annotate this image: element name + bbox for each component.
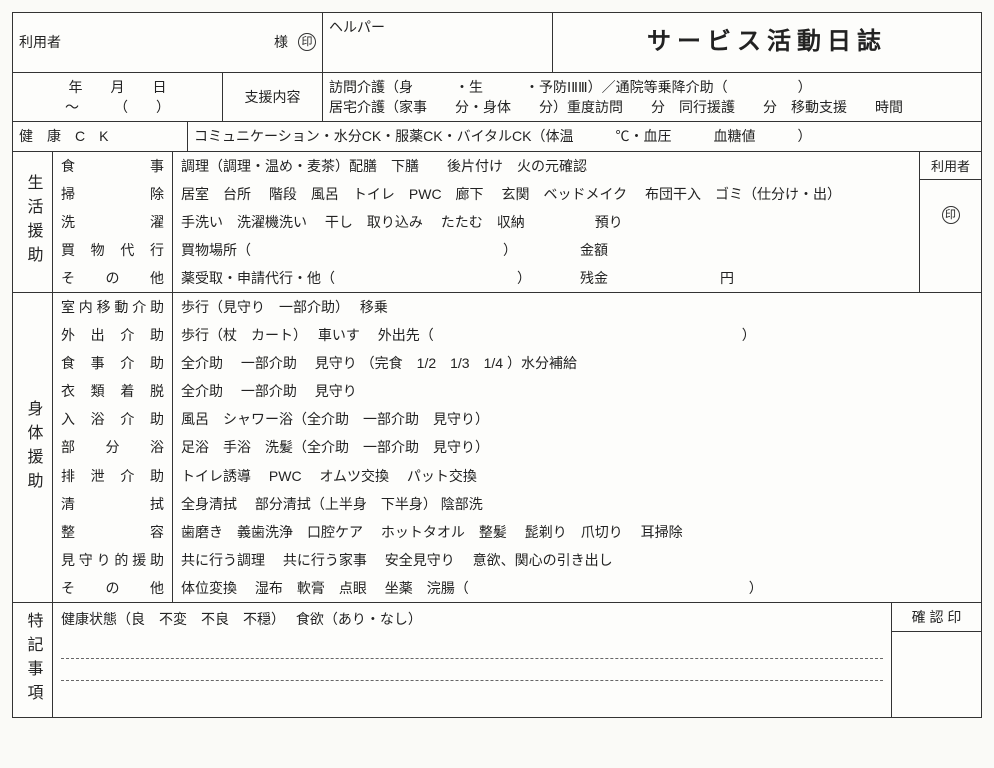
body-row-category: 衣 類 着 脱 [53, 377, 173, 405]
notes-line1: 健康状態（良 不変 不良 不穏） 食欲（あり・なし） [61, 609, 883, 629]
body-row-detail: 足浴 手浴 洗髪（全介助 一部介助 見守り） [173, 433, 981, 461]
support-label-cell: 支援内容 [223, 73, 323, 123]
life-row: 掃 除居室 台所 階段 風呂 トイレ PWC 廊下 玄関 ベッドメイク 布団干入… [53, 180, 919, 208]
notes-blank-line-1 [61, 637, 883, 659]
body-block: 身体援助 室内移動介助歩行（見守り 一部介助） 移乗外 出 介 助歩行（杖 カー… [13, 293, 981, 603]
support-line2: 居宅介護（家事 分・身体 分）重度訪問 分 同行援護 分 移動支援 時間 [329, 97, 975, 117]
confirm-box: 確 認 印 [891, 603, 981, 717]
notes-body: 健康状態（良 不変 不良 不穏） 食欲（あり・なし） [53, 603, 891, 717]
body-row-detail: 全介助 一部介助 見守り （完食 1/2 1/3 1/4 ）水分補給 [173, 349, 981, 377]
life-row: 洗 濯手洗い 洗濯機洗い 干し 取り込み たたむ 収納 預り [53, 208, 919, 236]
date-sub: ～ （ ） [19, 97, 216, 117]
health-label-cell: 健 康 C K [13, 122, 188, 151]
body-row-category: そ の 他 [53, 574, 173, 602]
user-stamp-icon: 印 [298, 33, 316, 51]
body-row: 清 拭全身清拭 部分清拭（上半身 下半身） 陰部洗 [53, 490, 981, 518]
body-row: 排 泄 介 助トイレ誘導 PWC オムツ交換 パット交換 [53, 462, 981, 490]
body-row-detail: 全身清拭 部分清拭（上半身 下半身） 陰部洗 [173, 490, 981, 518]
body-row: 衣 類 着 脱全介助 一部介助 見守り [53, 377, 981, 405]
support-line1: 訪問介護（身 ・生 ・予防ⅠⅡⅢ）／通院等乗降介助（ ） [329, 77, 975, 97]
helper-label: ヘルパー [329, 19, 385, 35]
body-row-category: 見守り的援助 [53, 546, 173, 574]
confirm-label: 確 認 印 [892, 603, 981, 632]
user-cell: 利用者 様 印 [13, 13, 323, 73]
date-text: 年 月 日 [19, 77, 216, 97]
life-row: 食 事調理（調理・温め・麦茶）配膳 下膳 後片付け 火の元確認 [53, 152, 919, 180]
body-row-category: 室内移動介助 [53, 293, 173, 321]
header-row: 利用者 様 印 ヘルパー サービス活動日誌 [13, 13, 981, 73]
notes-blank-line-3 [61, 681, 883, 703]
life-row-detail: 買物場所（ ） 金額 [173, 236, 919, 264]
body-row: 室内移動介助歩行（見守り 一部介助） 移乗 [53, 293, 981, 321]
notes-block: 特記事項 健康状態（良 不変 不良 不穏） 食欲（あり・なし） 確 認 印 [13, 603, 981, 717]
health-label: 健 康 C K [19, 128, 108, 144]
health-detail-cell: コミュニケーション・水分CK・服薬CK・バイタルCK（体温 ℃・血圧 血糖値 ） [188, 122, 981, 151]
body-row-detail: 歩行（杖 カート） 車いす 外出先（ ） [173, 321, 981, 349]
life-side-box: 利用者 印 [919, 152, 981, 292]
body-row-detail: トイレ誘導 PWC オムツ交換 パット交換 [173, 462, 981, 490]
form-title: サービス活動日誌 [647, 28, 887, 55]
life-row-category: 掃 除 [53, 180, 173, 208]
life-row: 買 物 代 行買物場所（ ） 金額 [53, 236, 919, 264]
life-row-category: 食 事 [53, 152, 173, 180]
life-row-detail: 薬受取・申請代行・他（ ） 残金 円 [173, 264, 919, 292]
body-row-detail: 歯磨き 義歯洗浄 口腔ケア ホットタオル 整髪 髭剃り 爪切り 耳掃除 [173, 518, 981, 546]
support-label: 支援内容 [245, 87, 301, 107]
life-row-detail: 居室 台所 階段 風呂 トイレ PWC 廊下 玄関 ベッドメイク 布団干入 ゴミ… [173, 180, 919, 208]
body-row: 部 分 浴足浴 手浴 洗髪（全介助 一部介助 見守り） [53, 433, 981, 461]
life-rows-container: 食 事調理（調理・温め・麦茶）配膳 下膳 後片付け 火の元確認掃 除居室 台所 … [53, 152, 919, 292]
body-row-category: 入 浴 介 助 [53, 405, 173, 433]
side-stamp-area: 印 [920, 180, 981, 224]
service-log-form: 利用者 様 印 ヘルパー サービス活動日誌 年 月 日 ～ （ ） 支援内容 訪… [12, 12, 982, 718]
health-row: 健 康 C K コミュニケーション・水分CK・服薬CK・バイタルCK（体温 ℃・… [13, 122, 981, 151]
life-row-category: 洗 濯 [53, 208, 173, 236]
body-row: 外 出 介 助歩行（杖 カート） 車いす 外出先（ ） [53, 321, 981, 349]
body-row-category: 食 事 介 助 [53, 349, 173, 377]
body-section-label: 身体援助 [13, 293, 53, 602]
support-detail-cell: 訪問介護（身 ・生 ・予防ⅠⅡⅢ）／通院等乗降介助（ ） 居宅介護（家事 分・身… [323, 73, 981, 123]
life-block: 生活援助 食 事調理（調理・温め・麦茶）配膳 下膳 後片付け 火の元確認掃 除居… [13, 152, 981, 293]
body-row-category: 部 分 浴 [53, 433, 173, 461]
body-row-detail: 全介助 一部介助 見守り [173, 377, 981, 405]
body-row-category: 清 拭 [53, 490, 173, 518]
life-row-detail: 調理（調理・温め・麦茶）配膳 下膳 後片付け 火の元確認 [173, 152, 919, 180]
body-row: 入 浴 介 助風呂 シャワー浴（全介助 一部介助 見守り） [53, 405, 981, 433]
body-row: そ の 他体位変換 湿布 軟膏 点眼 坐薬 浣腸（ ） [53, 574, 981, 602]
body-row: 整 容歯磨き 義歯洗浄 口腔ケア ホットタオル 整髪 髭剃り 爪切り 耳掃除 [53, 518, 981, 546]
body-row-category: 外 出 介 助 [53, 321, 173, 349]
life-row: そ の 他薬受取・申請代行・他（ ） 残金 円 [53, 264, 919, 292]
side-stamp-icon: 印 [942, 206, 960, 224]
body-row: 見守り的援助共に行う調理 共に行う家事 安全見守り 意欲、関心の引き出し [53, 546, 981, 574]
confirm-stamp-area [892, 632, 981, 702]
life-row-detail: 手洗い 洗濯機洗い 干し 取り込み たたむ 収納 預り [173, 208, 919, 236]
body-row-detail: 歩行（見守り 一部介助） 移乗 [173, 293, 981, 321]
life-row-category: 買 物 代 行 [53, 236, 173, 264]
dateline-row: 年 月 日 ～ （ ） 支援内容 訪問介護（身 ・生 ・予防ⅠⅡⅢ）／通院等乗降… [13, 73, 981, 123]
body-row-category: 整 容 [53, 518, 173, 546]
notes-blank-line-2 [61, 659, 883, 681]
user-honorific: 様 [274, 32, 288, 52]
body-rows-container: 室内移動介助歩行（見守り 一部介助） 移乗外 出 介 助歩行（杖 カート） 車い… [53, 293, 981, 602]
body-row-detail: 共に行う調理 共に行う家事 安全見守り 意欲、関心の引き出し [173, 546, 981, 574]
notes-section-label: 特記事項 [13, 603, 53, 717]
body-row-detail: 体位変換 湿布 軟膏 点眼 坐薬 浣腸（ ） [173, 574, 981, 602]
body-row-detail: 風呂 シャワー浴（全介助 一部介助 見守り） [173, 405, 981, 433]
side-user-label: 利用者 [920, 152, 981, 180]
user-label: 利用者 [19, 32, 61, 52]
date-cell: 年 月 日 ～ （ ） [13, 73, 223, 123]
health-detail: コミュニケーション・水分CK・服薬CK・バイタルCK（体温 ℃・血圧 血糖値 ） [194, 128, 812, 144]
title-cell: サービス活動日誌 [553, 13, 981, 73]
body-row-category: 排 泄 介 助 [53, 462, 173, 490]
life-section-label: 生活援助 [13, 152, 53, 292]
life-row-category: そ の 他 [53, 264, 173, 292]
helper-cell: ヘルパー [323, 13, 553, 73]
body-row: 食 事 介 助全介助 一部介助 見守り （完食 1/2 1/3 1/4 ）水分補… [53, 349, 981, 377]
